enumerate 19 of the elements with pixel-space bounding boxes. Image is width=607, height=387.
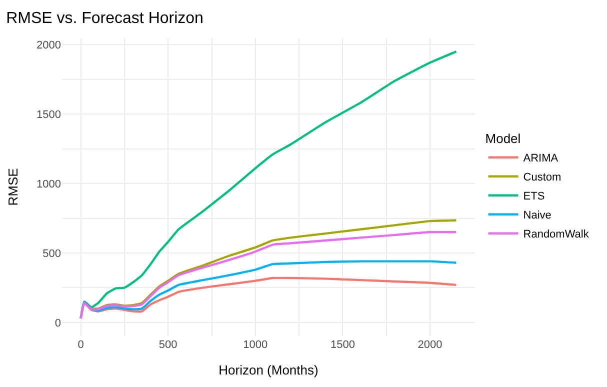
legend-label: ARIMA <box>523 152 559 165</box>
y-tick-label: 500 <box>42 248 61 260</box>
legend-label: Naive <box>523 210 552 222</box>
legend-label: Custom <box>523 172 562 184</box>
y-tick-label: 1000 <box>36 178 61 190</box>
chart-title: RMSE vs. Forecast Horizon <box>6 10 204 27</box>
legend-label: RandomWalk <box>523 228 590 241</box>
legend-title: Model <box>485 130 521 146</box>
y-axis-title: RMSE <box>5 168 20 206</box>
x-tick-label: 0 <box>78 339 84 351</box>
x-tick-label: 500 <box>158 339 178 351</box>
legend-label: ETS <box>523 190 545 203</box>
y-tick-label: 0 <box>54 317 61 330</box>
y-tick-label: 1500 <box>36 108 61 121</box>
y-tick-label: 2000 <box>36 39 61 52</box>
x-tick-label: 2000 <box>418 339 442 351</box>
x-axis-title: Horizon (Months) <box>218 362 318 378</box>
x-tick-label: 1500 <box>330 339 355 351</box>
x-tick-label: 1000 <box>243 339 268 351</box>
